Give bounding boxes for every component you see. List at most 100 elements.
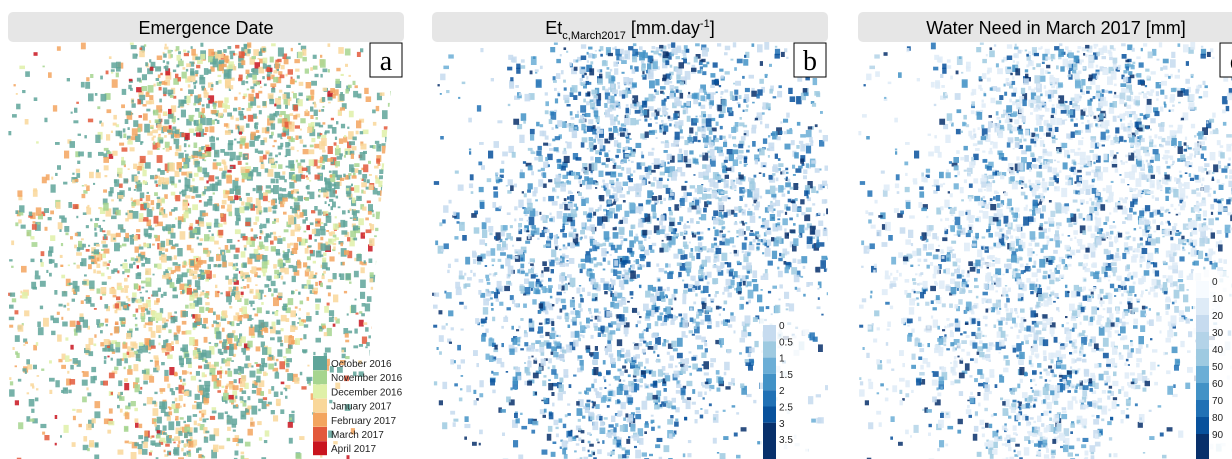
map-pixel <box>43 318 49 327</box>
map-pixel <box>165 249 168 252</box>
map-pixel <box>181 110 186 118</box>
map-pixel <box>670 415 673 418</box>
map-pixel <box>621 240 624 243</box>
map-pixel <box>606 370 611 375</box>
map-pixel <box>144 431 148 437</box>
map-pixel <box>270 327 273 330</box>
map-pixel <box>102 254 106 259</box>
map-pixel <box>234 369 239 375</box>
map-pixel <box>379 294 382 297</box>
map-pixel <box>353 81 356 85</box>
map-pixel <box>199 177 204 180</box>
map-pixel <box>707 282 710 285</box>
map-pixel <box>214 219 218 224</box>
map-pixel <box>347 313 349 315</box>
map-pixel <box>636 259 640 264</box>
map-pixel <box>551 369 556 375</box>
map-pixel <box>155 224 157 226</box>
map-pixel <box>540 335 544 338</box>
map-pixel <box>158 135 161 138</box>
map-pixel <box>591 401 593 403</box>
map-pixel <box>68 390 71 394</box>
map-pixel <box>444 243 449 249</box>
map-pixel <box>820 111 823 114</box>
map-pixel <box>347 237 350 241</box>
map-pixel <box>65 337 68 340</box>
map-pixel <box>560 229 564 232</box>
map-pixel <box>186 63 191 67</box>
map-pixel <box>234 379 237 383</box>
map-pixel <box>167 355 173 359</box>
map-pixel <box>579 285 581 287</box>
map-pixel <box>454 360 456 363</box>
map-pixel <box>493 372 499 376</box>
map-pixel <box>167 90 173 95</box>
map-pixel <box>492 317 495 322</box>
map-pixel <box>284 99 288 105</box>
map-pixel <box>288 69 293 75</box>
map-pixel <box>770 203 776 207</box>
map-pixel <box>706 188 711 191</box>
map-pixel <box>609 180 614 184</box>
map-pixel <box>686 164 691 168</box>
map-pixel <box>578 303 581 308</box>
map-pixel <box>365 218 369 221</box>
map-pixel <box>9 305 14 309</box>
map-pixel <box>197 402 202 409</box>
map-pixel <box>378 163 381 166</box>
map-pixel <box>219 168 223 171</box>
map-pixel <box>739 95 742 99</box>
map-pixel <box>394 213 396 215</box>
map-pixel <box>218 413 224 420</box>
map-pixel <box>156 78 160 81</box>
map-pixel <box>368 204 373 212</box>
map-pixel <box>376 159 380 164</box>
map-pixel <box>333 295 338 303</box>
map-pixel <box>324 132 326 135</box>
map-pixel <box>713 210 718 216</box>
map-pixel <box>262 255 267 261</box>
map-pixel <box>198 366 202 369</box>
map-pixel <box>338 206 341 208</box>
map-pixel <box>270 337 275 340</box>
map-pixel <box>320 175 322 176</box>
map-pixel <box>648 94 653 102</box>
legend-label: January 2017 <box>331 402 392 413</box>
map-pixel <box>270 83 276 87</box>
map-pixel <box>104 356 107 359</box>
map-pixel <box>776 178 779 182</box>
map-pixel <box>560 447 562 449</box>
map-pixel <box>370 272 374 277</box>
map-pixel <box>464 437 467 440</box>
map-pixel <box>775 46 777 48</box>
map-pixel <box>600 54 603 57</box>
map-pixel <box>271 281 276 286</box>
map-pixel <box>775 54 780 59</box>
map-pixel <box>191 376 196 381</box>
map-pixel <box>818 282 822 286</box>
map-pixel <box>703 90 706 93</box>
map-pixel <box>797 288 801 292</box>
map-pixel <box>453 422 456 427</box>
map-pixel <box>639 385 642 387</box>
map-pixel <box>86 344 91 350</box>
map-pixel <box>70 345 73 350</box>
map-pixel <box>37 222 39 224</box>
map-pixel <box>130 147 135 151</box>
map-pixel <box>174 139 180 145</box>
map-pixel <box>624 211 629 217</box>
map-pixel <box>143 303 148 308</box>
map-pixel <box>376 144 381 152</box>
map-pixel <box>49 378 55 382</box>
map-pixel <box>346 192 350 196</box>
map-pixel <box>451 327 454 330</box>
map-pixel <box>203 250 208 254</box>
map-pixel <box>318 195 320 198</box>
map-pixel <box>469 151 471 155</box>
map-pixel <box>548 196 554 201</box>
map-pixel <box>190 260 194 266</box>
map-pixel <box>309 235 312 240</box>
map-pixel <box>121 104 125 108</box>
map-pixel <box>179 406 182 408</box>
map-pixel <box>218 223 222 227</box>
